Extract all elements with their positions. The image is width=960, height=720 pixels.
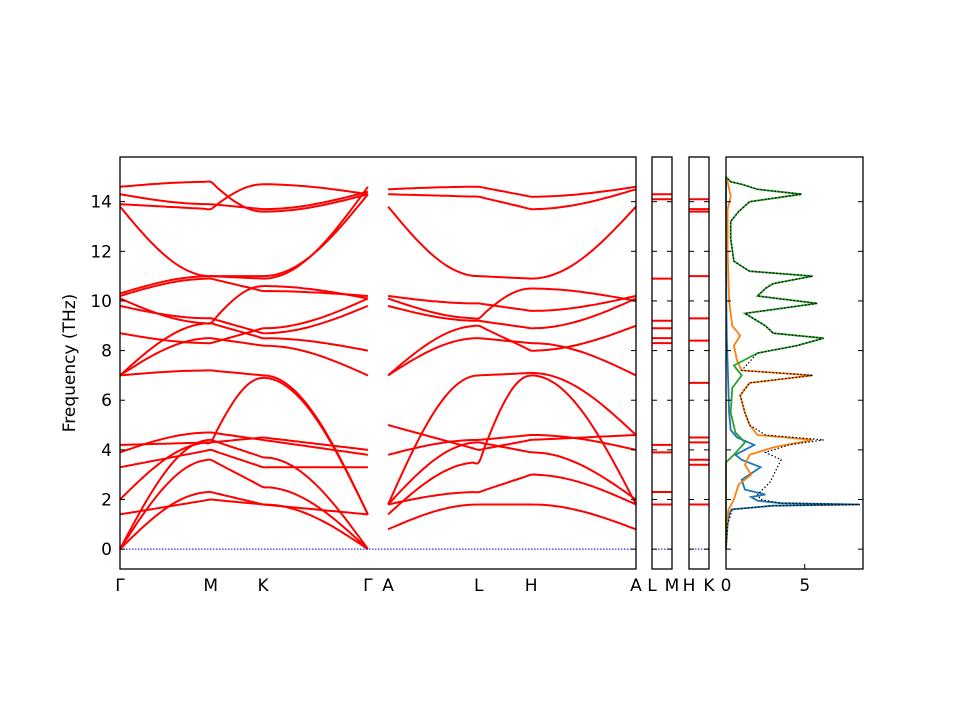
band-line: [119, 322, 369, 377]
dos-series-line: [725, 176, 824, 550]
x-tick-label: K: [258, 576, 270, 596]
band-line: [119, 297, 369, 345]
main-band-panel-plot: [119, 180, 637, 550]
band-line: [119, 431, 369, 456]
x-tick-label: Γ: [115, 576, 125, 596]
x-tick-label: A: [630, 576, 642, 596]
x-tick-label: 0: [721, 576, 732, 596]
y-tick-label: 0: [101, 540, 112, 560]
dos-panel-plot: [725, 176, 860, 550]
x-tick-label: 5: [799, 576, 810, 596]
band-line: [387, 287, 637, 320]
dos-series-line: [725, 176, 860, 550]
band-line: [119, 448, 368, 469]
side-band-panels-plot: [652, 193, 709, 550]
band-line: [387, 503, 637, 531]
panel-frame: [651, 156, 673, 570]
panel-frame: [688, 156, 710, 570]
x-tick-label: H: [525, 576, 538, 596]
band-line: [388, 185, 637, 198]
band-line: [119, 193, 369, 278]
band-line: [387, 441, 637, 506]
band-line: [387, 473, 637, 506]
x-tick-label: L: [474, 576, 484, 596]
band-line: [387, 324, 637, 377]
x-tick-label: K: [703, 576, 715, 596]
y-tick-label: 12: [90, 242, 112, 262]
y-tick-label: 14: [90, 193, 112, 213]
band-line: [119, 304, 369, 335]
band-line: [388, 295, 637, 312]
band-line: [119, 183, 369, 211]
band-line: [387, 433, 637, 456]
y-tick-label: 2: [101, 491, 112, 511]
y-tick-label: 10: [90, 292, 112, 312]
dos-series-line: [725, 176, 860, 550]
x-tick-label: M: [203, 576, 218, 596]
band-line: [387, 337, 637, 377]
y-tick-label: 4: [101, 441, 112, 461]
band-line: [387, 424, 637, 451]
panel-frames: [119, 156, 864, 570]
x-tick-label: Γ: [363, 576, 373, 596]
axis-ticks: [120, 201, 863, 569]
x-tick-label: A: [382, 576, 394, 596]
band-line: [119, 438, 369, 550]
band-line: [387, 297, 637, 330]
band-line: [119, 436, 369, 451]
band-line: [119, 285, 369, 325]
y-tick-label: 8: [101, 342, 112, 362]
y-tick-label: 6: [101, 391, 112, 411]
band-line: [119, 277, 368, 297]
band-line: [119, 186, 369, 295]
x-tick-label: H: [683, 576, 696, 596]
x-tick-label: L: [647, 576, 657, 596]
panel-frame: [119, 156, 637, 570]
band-line: [119, 491, 369, 550]
band-line: [119, 458, 369, 550]
band-line: [119, 180, 369, 213]
y-axis-label: Frequency (THz): [60, 294, 80, 433]
band-line: [119, 369, 369, 515]
band-line: [388, 188, 637, 211]
band-line: [387, 371, 637, 505]
band-line: [387, 374, 637, 516]
band-line: [119, 498, 368, 516]
band-line: [387, 205, 637, 280]
band-line: [119, 337, 369, 377]
panel-frame: [725, 156, 864, 570]
x-tick-label: M: [665, 576, 680, 596]
